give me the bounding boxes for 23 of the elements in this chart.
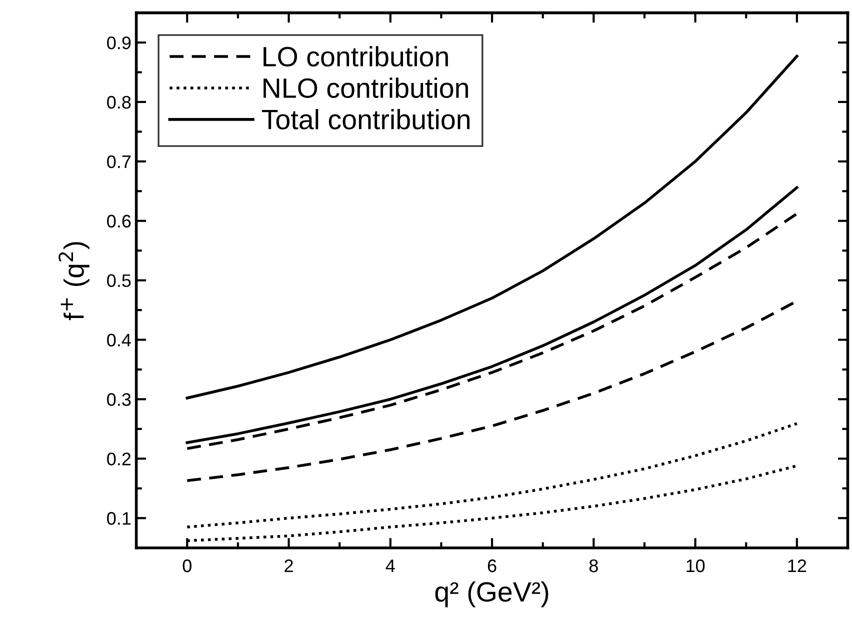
y-tick-label: 0.4 — [107, 334, 131, 346]
x-tick-label: 2 — [284, 559, 293, 572]
y-tick-label: 0.7 — [107, 155, 131, 168]
y-axis-title: f$^{+}$ (q$^{2}$) — [58, 242, 90, 320]
y-tick-label: 0.2 — [107, 452, 131, 466]
y-tick-label: 0.3 — [107, 393, 131, 406]
line-series — [186, 464, 798, 542]
x-tick-label: 4 — [386, 560, 395, 572]
y-tick-label: 0.9 — [107, 36, 131, 50]
y-tick-label: 0.1 — [107, 512, 131, 525]
x-tick-label: 8 — [589, 559, 598, 572]
x-tick-label: 12 — [788, 559, 806, 572]
x-tick-label: 6 — [488, 559, 496, 572]
y-tick-label: 0.8 — [107, 96, 131, 109]
x-axis-title: q² (GeV²) — [435, 581, 548, 608]
y-tick-label: 0.6 — [107, 214, 131, 228]
line-series — [186, 422, 798, 528]
y-tick-label: 0.5 — [107, 274, 131, 288]
legend-label: LO contribution — [264, 46, 448, 67]
x-tick-label: 10 — [686, 559, 705, 572]
x-tick-label: 0 — [182, 559, 192, 572]
legend-label: Total contribution — [262, 109, 470, 130]
legend-label: NLO contribution — [264, 78, 468, 98]
